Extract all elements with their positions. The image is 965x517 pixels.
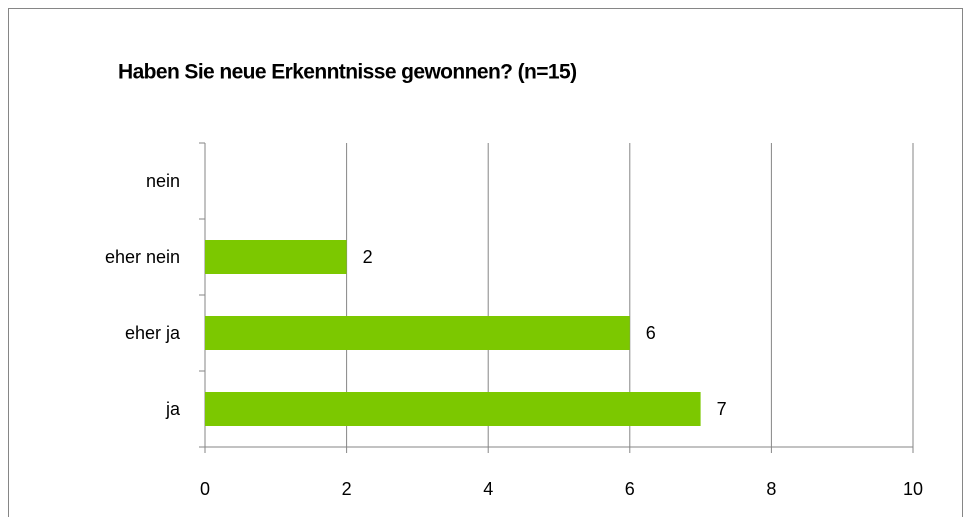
y-tick-label: eher nein [105, 247, 180, 267]
data-label: 6 [646, 323, 656, 343]
x-tick-label: 10 [903, 479, 923, 499]
y-tick-label: nein [146, 171, 180, 191]
x-tick-label: 8 [766, 479, 776, 499]
bar [205, 240, 347, 274]
x-tick-label: 6 [625, 479, 635, 499]
chart-title: Haben Sie neue Erkenntnisse gewonnen? (n… [118, 61, 576, 84]
y-tick-label: eher ja [125, 323, 181, 343]
x-tick-label: 4 [483, 479, 493, 499]
chart-frame [8, 8, 963, 517]
data-label: 2 [363, 247, 373, 267]
y-tick-label: ja [165, 399, 181, 419]
x-tick-label: 2 [342, 479, 352, 499]
x-tick-label: 0 [200, 479, 210, 499]
data-label: 7 [717, 399, 727, 419]
bar [205, 316, 630, 350]
bar [205, 392, 701, 426]
